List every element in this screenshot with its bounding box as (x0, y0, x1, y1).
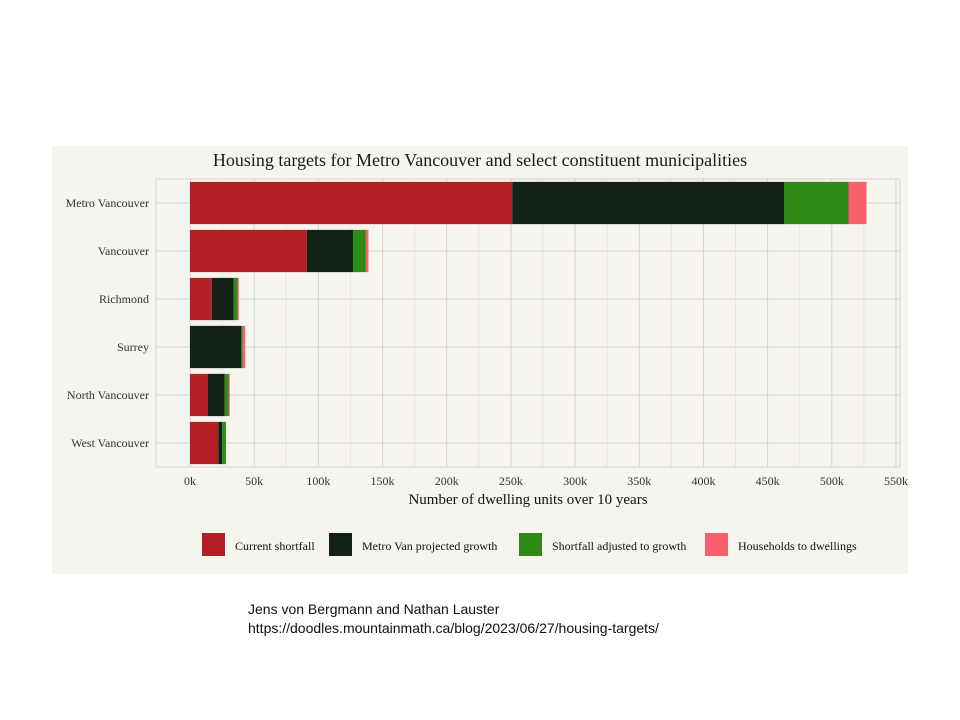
x-tick-label: 0k (184, 474, 196, 488)
x-tick-label: 350k (627, 474, 651, 488)
category-label: Metro Vancouver (66, 196, 149, 210)
x-tick-label: 100k (306, 474, 330, 488)
bar-segment (218, 421, 223, 465)
x-axis-title: Number of dwelling units over 10 years (408, 492, 647, 508)
bar-segment (211, 277, 234, 321)
bar-segment (237, 277, 239, 321)
bar-segment (190, 421, 219, 465)
bar-segment (512, 181, 785, 225)
x-tick-label: 50k (245, 474, 263, 488)
category-label: North Vancouver (67, 388, 149, 402)
legend-label: Households to dwellings (738, 539, 857, 553)
bar-segment (365, 229, 369, 273)
bar-segment (306, 229, 354, 273)
legend-label: Metro Van projected growth (362, 539, 497, 553)
category-label: Vancouver (98, 244, 149, 258)
legend-swatch (519, 533, 542, 556)
x-tick-label: 300k (563, 474, 587, 488)
x-tick-label: 250k (499, 474, 523, 488)
stacked-bar-chart: Housing targets for Metro Vancouver and … (66, 150, 908, 556)
legend-label: Shortfall adjusted to growth (552, 539, 686, 553)
bar-segment (228, 373, 230, 417)
category-labels: Metro Vancouver Vancouver Richmond Surrey No… (66, 196, 149, 450)
credit-authors: Jens von Bergmann and Nathan Lauster (248, 601, 500, 617)
bar-segment (190, 229, 307, 273)
plot-border (155, 178, 901, 468)
category-label: West Vancouver (71, 436, 149, 450)
bar-segment (848, 181, 867, 225)
credit-url[interactable]: https://doodles.mountainmath.ca/blog/202… (248, 620, 659, 636)
x-tick-label: 200k (435, 474, 459, 488)
legend-label: Current shortfall (235, 539, 315, 553)
x-tick-labels: 0k 50k 100k 150k 200k 250k 300k 350k 400k 450k 500… (184, 474, 908, 488)
gridlines (155, 178, 901, 468)
category-label: Richmond (99, 292, 149, 306)
credit-block: Jens von Bergmann and Nathan Lauster htt… (248, 600, 659, 638)
bar-segment (224, 373, 229, 417)
bar-segment (233, 277, 238, 321)
bars (190, 181, 867, 465)
bar-segment (353, 229, 366, 273)
bar-segment (190, 181, 513, 225)
category-label: Surrey (117, 340, 149, 354)
bar-segment (242, 325, 246, 369)
legend-swatch (329, 533, 352, 556)
x-tick-label: 500k (820, 474, 844, 488)
x-tick-label: 150k (371, 474, 395, 488)
x-tick-label: 550k (884, 474, 908, 488)
legend-swatch (705, 533, 728, 556)
bar-segment (241, 325, 243, 369)
bar-segment (190, 373, 208, 417)
x-tick-label: 400k (691, 474, 715, 488)
bar-segment (784, 181, 849, 225)
chart-title: Housing targets for Metro Vancouver and … (213, 150, 747, 170)
bar-segment (190, 325, 242, 369)
bar-segment (222, 421, 226, 465)
chart-panel: Housing targets for Metro Vancouver and … (52, 146, 908, 574)
legend: Current shortfall Metro Van projected gro… (202, 533, 857, 556)
bar-segment (190, 277, 212, 321)
x-tick-label: 450k (756, 474, 780, 488)
bar-segment (207, 373, 225, 417)
legend-swatch (202, 533, 225, 556)
